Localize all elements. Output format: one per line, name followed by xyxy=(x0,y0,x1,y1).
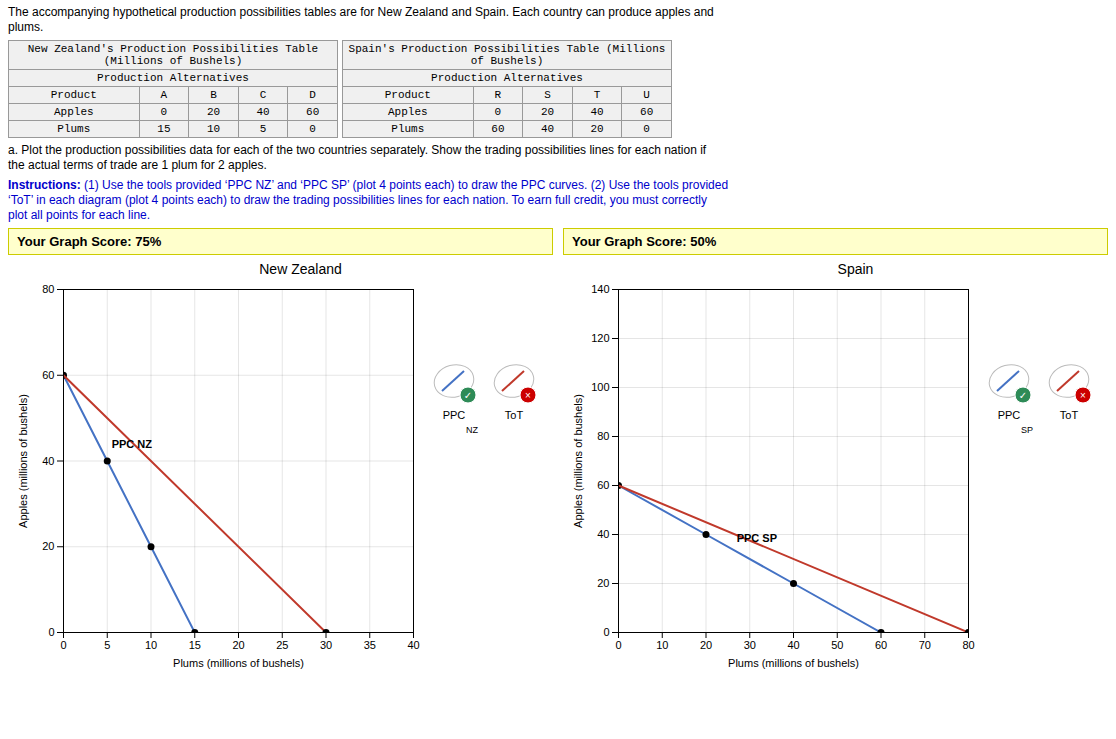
html-text:B: B xyxy=(210,89,217,101)
html-text:40: 40 xyxy=(540,123,555,135)
html-text:U: U xyxy=(643,89,650,101)
svg-text:Apples (millions of bushels): Apples (millions of bushels) xyxy=(572,394,584,528)
html-text:0: 0 xyxy=(160,106,168,118)
html-text:Spain's Production Possibiliti: Spain's Production Possibilities Table (… xyxy=(348,43,666,67)
svg-text:×: × xyxy=(525,390,531,401)
html-text:The accompanying hypothetical: The accompanying hypothetical production… xyxy=(8,5,714,34)
svg-text:Plums (millions of bushels): Plums (millions of bushels) xyxy=(173,657,304,669)
svg-text:0: 0 xyxy=(60,639,66,651)
html-text:Production Alternatives: Production Alternatives xyxy=(97,72,249,84)
html-text:D: D xyxy=(309,89,316,101)
svg-text:ToT: ToT xyxy=(505,409,524,421)
svg-text:NZ: NZ xyxy=(466,425,478,435)
svg-text:0: 0 xyxy=(48,626,54,638)
html-text:0: 0 xyxy=(494,106,502,118)
svg-text:PPC: PPC xyxy=(443,409,466,421)
svg-text:✓: ✓ xyxy=(464,390,472,401)
svg-text:25: 25 xyxy=(276,639,288,651)
svg-text:Plums (millions of bushels): Plums (millions of bushels) xyxy=(728,657,859,669)
svg-text:60: 60 xyxy=(875,639,887,651)
svg-text:80: 80 xyxy=(42,283,54,295)
html-text:New Zealand: New Zealand xyxy=(259,261,342,277)
html-text:T: T xyxy=(593,89,601,101)
html-text:Product: Product xyxy=(50,89,97,101)
svg-text:50: 50 xyxy=(831,639,843,651)
html-text:Plums: Plums xyxy=(391,123,425,135)
svg-text:0: 0 xyxy=(603,626,609,638)
html-text:40: 40 xyxy=(256,106,270,118)
svg-text:✓: ✓ xyxy=(1019,390,1027,401)
html-text:Apples: Apples xyxy=(54,106,94,118)
svg-text:Apples (millions of bushels): Apples (millions of bushels) xyxy=(17,394,29,528)
svg-text:60: 60 xyxy=(597,479,609,491)
html-text:60: 60 xyxy=(491,123,505,135)
html-text:Spain: Spain xyxy=(837,261,874,277)
html-text:New Zealand's Production Possi: New Zealand's Production Possibilities T… xyxy=(27,43,319,67)
html-text:Your Graph Score: 75%: Your Graph Score: 75% xyxy=(17,234,162,249)
html-text:0: 0 xyxy=(643,123,650,135)
svg-text:35: 35 xyxy=(364,639,376,651)
svg-text:30: 30 xyxy=(744,639,756,651)
svg-text:60: 60 xyxy=(42,369,54,381)
svg-text:PPC SP: PPC SP xyxy=(737,532,777,544)
html-text:15: 15 xyxy=(157,123,171,135)
html-text:R: R xyxy=(494,89,502,101)
svg-text:100: 100 xyxy=(591,381,609,393)
svg-text:0: 0 xyxy=(615,639,621,651)
svg-text:80: 80 xyxy=(962,639,974,651)
html-text:Production Alternatives: Production Alternatives xyxy=(431,72,583,84)
svg-text:SP: SP xyxy=(1021,425,1033,435)
svg-text:40: 40 xyxy=(597,528,609,540)
html-text:Apples: Apples xyxy=(388,106,428,118)
svg-text:70: 70 xyxy=(919,639,931,651)
svg-text:×: × xyxy=(1080,390,1086,401)
html-text:Instructions: (1) Use the tool: Instructions: (1) Use the tools provided… xyxy=(8,178,729,222)
html-text:20: 20 xyxy=(590,123,604,135)
svg-text:20: 20 xyxy=(232,639,244,651)
html-text:S: S xyxy=(544,89,551,101)
html-text:C: C xyxy=(259,89,267,101)
svg-text:20: 20 xyxy=(42,540,54,552)
svg-text:140: 140 xyxy=(591,283,609,295)
html-text:40: 40 xyxy=(590,106,604,118)
svg-text:ToT: ToT xyxy=(1060,409,1079,421)
svg-text:PPC: PPC xyxy=(998,409,1021,421)
html-text:60: 60 xyxy=(640,106,654,118)
html-text:0: 0 xyxy=(309,123,316,135)
svg-text:40: 40 xyxy=(407,639,419,651)
html-text:20: 20 xyxy=(540,106,555,118)
svg-text:5: 5 xyxy=(104,639,110,651)
svg-text:10: 10 xyxy=(145,639,157,651)
html-text:5: 5 xyxy=(259,123,267,135)
html-text:Product: Product xyxy=(384,89,431,101)
svg-text:20: 20 xyxy=(700,639,712,651)
html-text:10: 10 xyxy=(206,123,221,135)
svg-text:40: 40 xyxy=(787,639,799,651)
html-text:20: 20 xyxy=(206,106,221,118)
svg-text:120: 120 xyxy=(591,332,609,344)
svg-text:PPC NZ: PPC NZ xyxy=(112,438,153,450)
html-text:a. Plot the production possibi: a. Plot the production possibilities dat… xyxy=(8,143,707,172)
html-text:Plums: Plums xyxy=(57,123,91,135)
svg-text:30: 30 xyxy=(320,639,332,651)
html-text:A: A xyxy=(160,89,168,101)
svg-text:10: 10 xyxy=(656,639,668,651)
html-text:Your Graph Score: 50%: Your Graph Score: 50% xyxy=(572,234,717,249)
html-text:60: 60 xyxy=(306,106,320,118)
svg-text:20: 20 xyxy=(597,577,609,589)
svg-text:80: 80 xyxy=(597,430,609,442)
svg-text:40: 40 xyxy=(42,455,54,467)
svg-text:15: 15 xyxy=(189,639,201,651)
